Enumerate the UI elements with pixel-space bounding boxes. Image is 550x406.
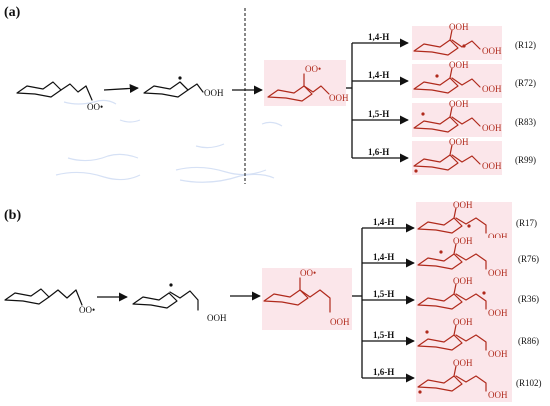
product-ooh: OOH bbox=[453, 200, 473, 210]
reactant-a-peroxy: OO• bbox=[87, 102, 103, 112]
product-ooh: OOH bbox=[482, 84, 502, 94]
product-ooh: OOH bbox=[488, 390, 508, 400]
panel-b-label: (b) bbox=[4, 208, 21, 223]
product-ooh: OOH bbox=[488, 308, 508, 318]
product-b-R36: OOH OOH (R36) bbox=[416, 276, 539, 319]
arrow-a-1 bbox=[103, 83, 139, 94]
product-ooh: OOH bbox=[482, 123, 502, 133]
step-label: 1,6-H bbox=[373, 367, 394, 377]
radical-dot bbox=[178, 76, 182, 80]
product-ooh: OOH bbox=[453, 236, 473, 246]
radical-dot bbox=[169, 283, 173, 287]
product-b-R76: OOH OOH (R76) bbox=[416, 236, 539, 278]
reaction-number: (R86) bbox=[518, 336, 539, 346]
reaction-number: (R12) bbox=[515, 40, 536, 50]
product-b-R102: OOH OOH (R102) bbox=[416, 358, 542, 402]
step-label: 1,4-H bbox=[368, 70, 389, 80]
product-ooh: OOH bbox=[482, 46, 502, 56]
step-label: 1,4-H bbox=[373, 217, 394, 227]
reaction-number: (R99) bbox=[515, 155, 536, 165]
step-label: 1,5-H bbox=[373, 330, 394, 340]
reaction-number: (R102) bbox=[516, 378, 542, 388]
step-label: 1,5-H bbox=[373, 289, 394, 299]
product-ooh: OOH bbox=[449, 99, 469, 109]
product-ooh: OOH bbox=[453, 276, 473, 286]
reaction-number: (R83) bbox=[515, 117, 536, 127]
product-ooh: OOH bbox=[449, 137, 469, 147]
product-ooh: OOH bbox=[453, 358, 473, 368]
reactant-b-peroxy: OO• bbox=[79, 305, 95, 315]
central-a-peroxy: OO• bbox=[305, 64, 321, 74]
central-b-peroxy: OO• bbox=[300, 268, 316, 278]
reactant-a: OO• bbox=[16, 81, 103, 112]
product-ooh: OOH bbox=[482, 161, 502, 171]
intermediate-a-hydroperoxide: OOH bbox=[204, 88, 224, 98]
branch-b: 1,4-H 1,4-H 1,5-H 1,5-H 1,6-H bbox=[352, 217, 415, 383]
product-b-R17: OOH OOH (R17) bbox=[416, 200, 537, 242]
central-intermediate-b: OO• OOH bbox=[262, 268, 352, 330]
faint-watermark bbox=[55, 99, 283, 183]
step-label: 1,4-H bbox=[368, 32, 389, 42]
step-label: 1,6-H bbox=[368, 147, 389, 157]
panel-a-label: (a) bbox=[4, 5, 21, 20]
reactant-b: OO• bbox=[4, 288, 95, 315]
branch-a: 1,4-H 1,4-H 1,5-H 1,6-H bbox=[346, 32, 409, 163]
product-ooh: OOH bbox=[453, 317, 473, 327]
reaction-number: (R17) bbox=[516, 218, 537, 228]
product-ooh: OOH bbox=[488, 232, 508, 242]
step-label: 1,4-H bbox=[373, 252, 394, 262]
product-a-R83: OOH OOH (R83) bbox=[412, 99, 536, 137]
central-b-hydroperoxide: OOH bbox=[330, 317, 350, 327]
reaction-number: (R76) bbox=[518, 254, 539, 264]
intermediate-a: OOH bbox=[143, 76, 224, 98]
intermediate-b: OOH bbox=[132, 283, 227, 323]
central-a-hydroperoxide: OOH bbox=[329, 93, 349, 103]
product-a-R99: OOH OOH (R99) bbox=[412, 137, 536, 175]
product-a-R12: OOH OOH (R12) bbox=[412, 22, 536, 60]
intermediate-b-hydroperoxide: OOH bbox=[207, 313, 227, 323]
product-ooh: OOH bbox=[488, 349, 508, 359]
product-ooh: OOH bbox=[449, 60, 469, 70]
product-ooh: OOH bbox=[449, 22, 469, 32]
product-ooh: OOH bbox=[488, 268, 508, 278]
reaction-number: (R36) bbox=[518, 294, 539, 304]
central-intermediate-a: OO• OOH bbox=[264, 60, 349, 106]
reaction-number: (R72) bbox=[515, 78, 536, 88]
step-label: 1,5-H bbox=[368, 109, 389, 119]
product-b-R86: OOH OOH (R86) bbox=[416, 317, 539, 360]
product-a-R72: OOH OOH (R72) bbox=[412, 60, 536, 98]
